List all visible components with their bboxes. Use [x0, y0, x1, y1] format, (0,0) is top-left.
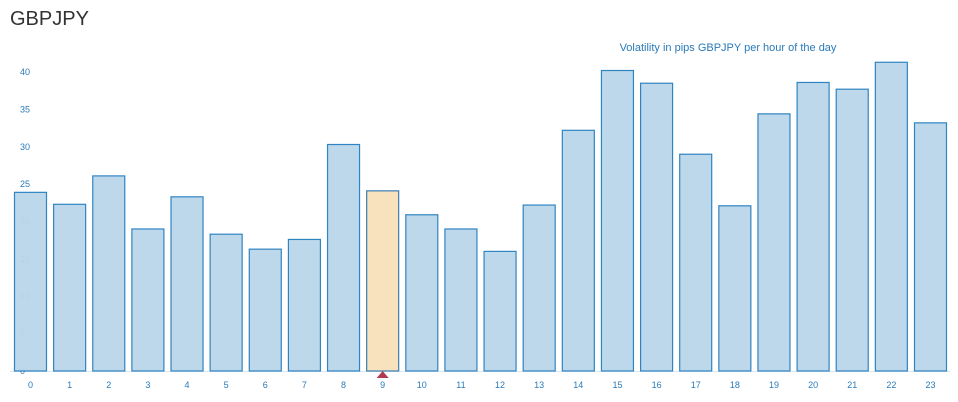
- x-tick-label: 14: [573, 380, 583, 390]
- bar[interactable]: [131, 228, 165, 372]
- x-tick-label: 3: [145, 380, 150, 390]
- bar[interactable]: [92, 175, 126, 372]
- bar[interactable]: [679, 153, 713, 372]
- bar[interactable]: [248, 248, 282, 372]
- bar[interactable]: [405, 214, 439, 372]
- page-title: GBPJPY: [10, 8, 89, 30]
- bar[interactable]: [522, 204, 556, 372]
- x-tick-label: 5: [224, 380, 229, 390]
- y-tick-label: 30: [20, 142, 30, 152]
- x-tick-label: 11: [456, 380, 465, 390]
- bar[interactable]: [326, 143, 361, 372]
- bar[interactable]: [718, 205, 752, 372]
- x-tick-label: 19: [769, 380, 779, 390]
- x-tick-label: 12: [495, 380, 505, 390]
- x-tick-label: 9: [380, 380, 385, 390]
- bar[interactable]: [757, 113, 791, 372]
- bar[interactable]: [600, 69, 635, 372]
- bar[interactable]: [13, 191, 48, 372]
- x-tick-label: 21: [847, 380, 857, 390]
- bar[interactable]: [561, 129, 595, 372]
- x-tick-label: 17: [691, 380, 701, 390]
- x-tick-label: 7: [302, 380, 307, 390]
- x-tick-label: 2: [106, 380, 111, 390]
- y-tick-label: 35: [20, 104, 30, 114]
- x-tick-label: 18: [730, 380, 740, 390]
- bar[interactable]: [287, 238, 322, 372]
- bar[interactable]: [444, 228, 478, 372]
- bar[interactable]: [209, 233, 243, 372]
- bar[interactable]: [796, 81, 830, 372]
- x-tick-label: 20: [808, 380, 818, 390]
- bar-highlighted[interactable]: [366, 190, 400, 372]
- bar[interactable]: [483, 250, 517, 372]
- x-tick-label: 4: [185, 380, 190, 390]
- x-tick-label: 0: [28, 380, 33, 390]
- bar[interactable]: [835, 88, 869, 372]
- bar[interactable]: [913, 122, 948, 372]
- bar[interactable]: [874, 61, 908, 372]
- y-tick-label: 25: [20, 179, 30, 189]
- bar[interactable]: [639, 82, 674, 372]
- x-tick-label: 10: [417, 380, 427, 390]
- x-tick-label: 13: [534, 380, 544, 390]
- x-tick-label: 8: [341, 380, 346, 390]
- x-tick-label: 6: [263, 380, 268, 390]
- x-tick-label: 22: [886, 380, 896, 390]
- y-tick-label: 40: [20, 67, 30, 77]
- bar[interactable]: [53, 203, 87, 372]
- x-tick-label: 1: [67, 380, 72, 390]
- x-tick-label: 16: [652, 380, 662, 390]
- current-hour-marker-icon: [376, 371, 389, 378]
- chart-title: Volatility in pips GBPJPY per hour of th…: [620, 42, 837, 54]
- x-tick-label: 15: [612, 380, 622, 390]
- bar[interactable]: [170, 196, 204, 372]
- x-tick-label: 23: [925, 380, 935, 390]
